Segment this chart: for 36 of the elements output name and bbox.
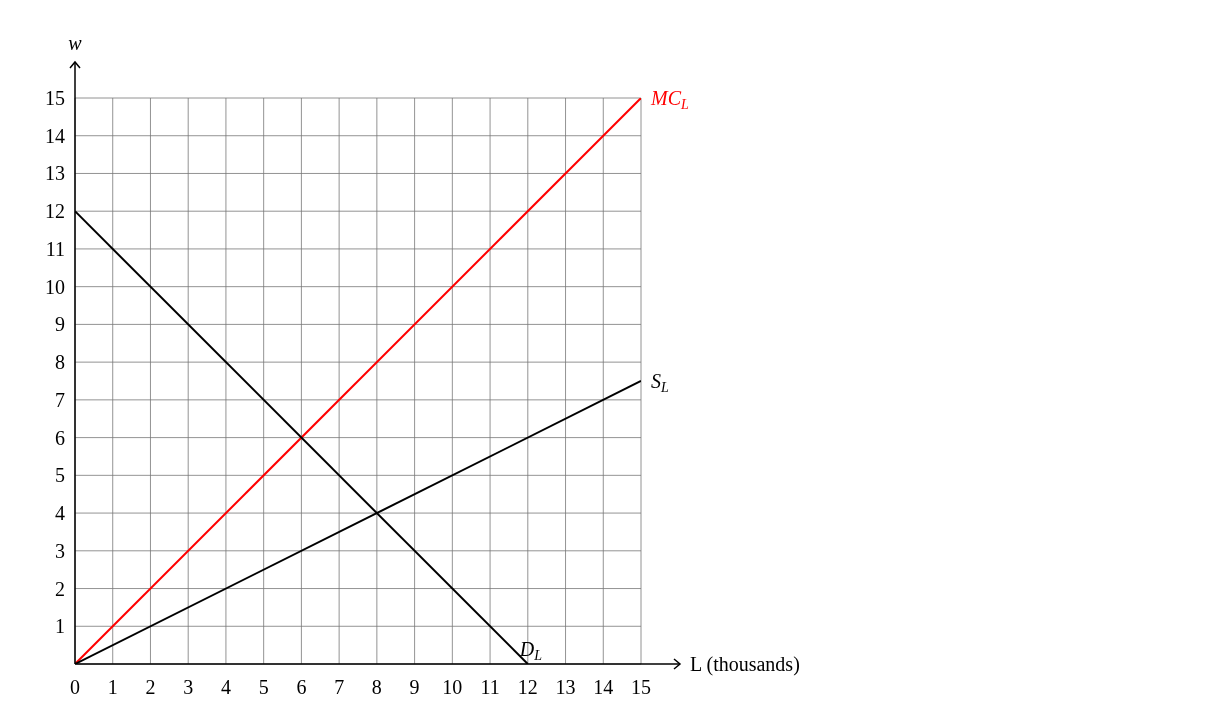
y-tick-label: 8 — [55, 351, 65, 374]
x-tick-label: 1 — [107, 676, 118, 698]
y-tick-label: 5 — [55, 464, 65, 487]
x-tick-label: 10 — [442, 676, 463, 698]
x-tick-label: 14 — [593, 676, 614, 698]
y-tick-label: 9 — [55, 313, 65, 336]
x-tick-label: 4 — [220, 676, 231, 698]
series-label: MC$_{L}$ — [650, 87, 689, 113]
y-tick-label: 1 — [55, 615, 65, 638]
y-tick-label: 10 — [45, 275, 65, 298]
x-tick-label: 6 — [296, 676, 307, 698]
x-tick-label: 0 — [70, 676, 80, 698]
x-tick-label: 15 — [631, 676, 651, 698]
x-tick-label: 3 — [183, 676, 194, 698]
x-tick-label: 12 — [517, 676, 538, 698]
x-tick-label: 9 — [409, 676, 420, 698]
y-tick-label: 2 — [55, 577, 65, 600]
y-tick-label: 12 — [45, 200, 65, 223]
y-tick-label: 6 — [55, 426, 65, 449]
x-tick-label: 5 — [258, 676, 269, 698]
x-axis-title: L (thousands) — [690, 653, 800, 676]
y-tick-label: 14 — [45, 124, 65, 147]
x-tick-label: 2 — [145, 676, 156, 698]
y-axis-title: w — [68, 32, 83, 54]
x-tick-label: 13 — [555, 676, 576, 698]
series-label: D$_{L}$ — [518, 638, 543, 664]
y-tick-label: 11 — [45, 237, 65, 260]
x-tick-label: 11 — [480, 676, 500, 698]
y-tick-label: 4 — [55, 502, 65, 525]
y-tick-label: 3 — [55, 539, 65, 562]
x-tick-label: 8 — [371, 676, 382, 698]
y-tick-label: 15 — [45, 87, 65, 109]
y-tick-label: 7 — [55, 388, 65, 411]
x-tick-label: 7 — [334, 676, 345, 698]
y-tick-label: 13 — [45, 162, 65, 185]
series-label: S$_{L}$ — [651, 370, 669, 396]
